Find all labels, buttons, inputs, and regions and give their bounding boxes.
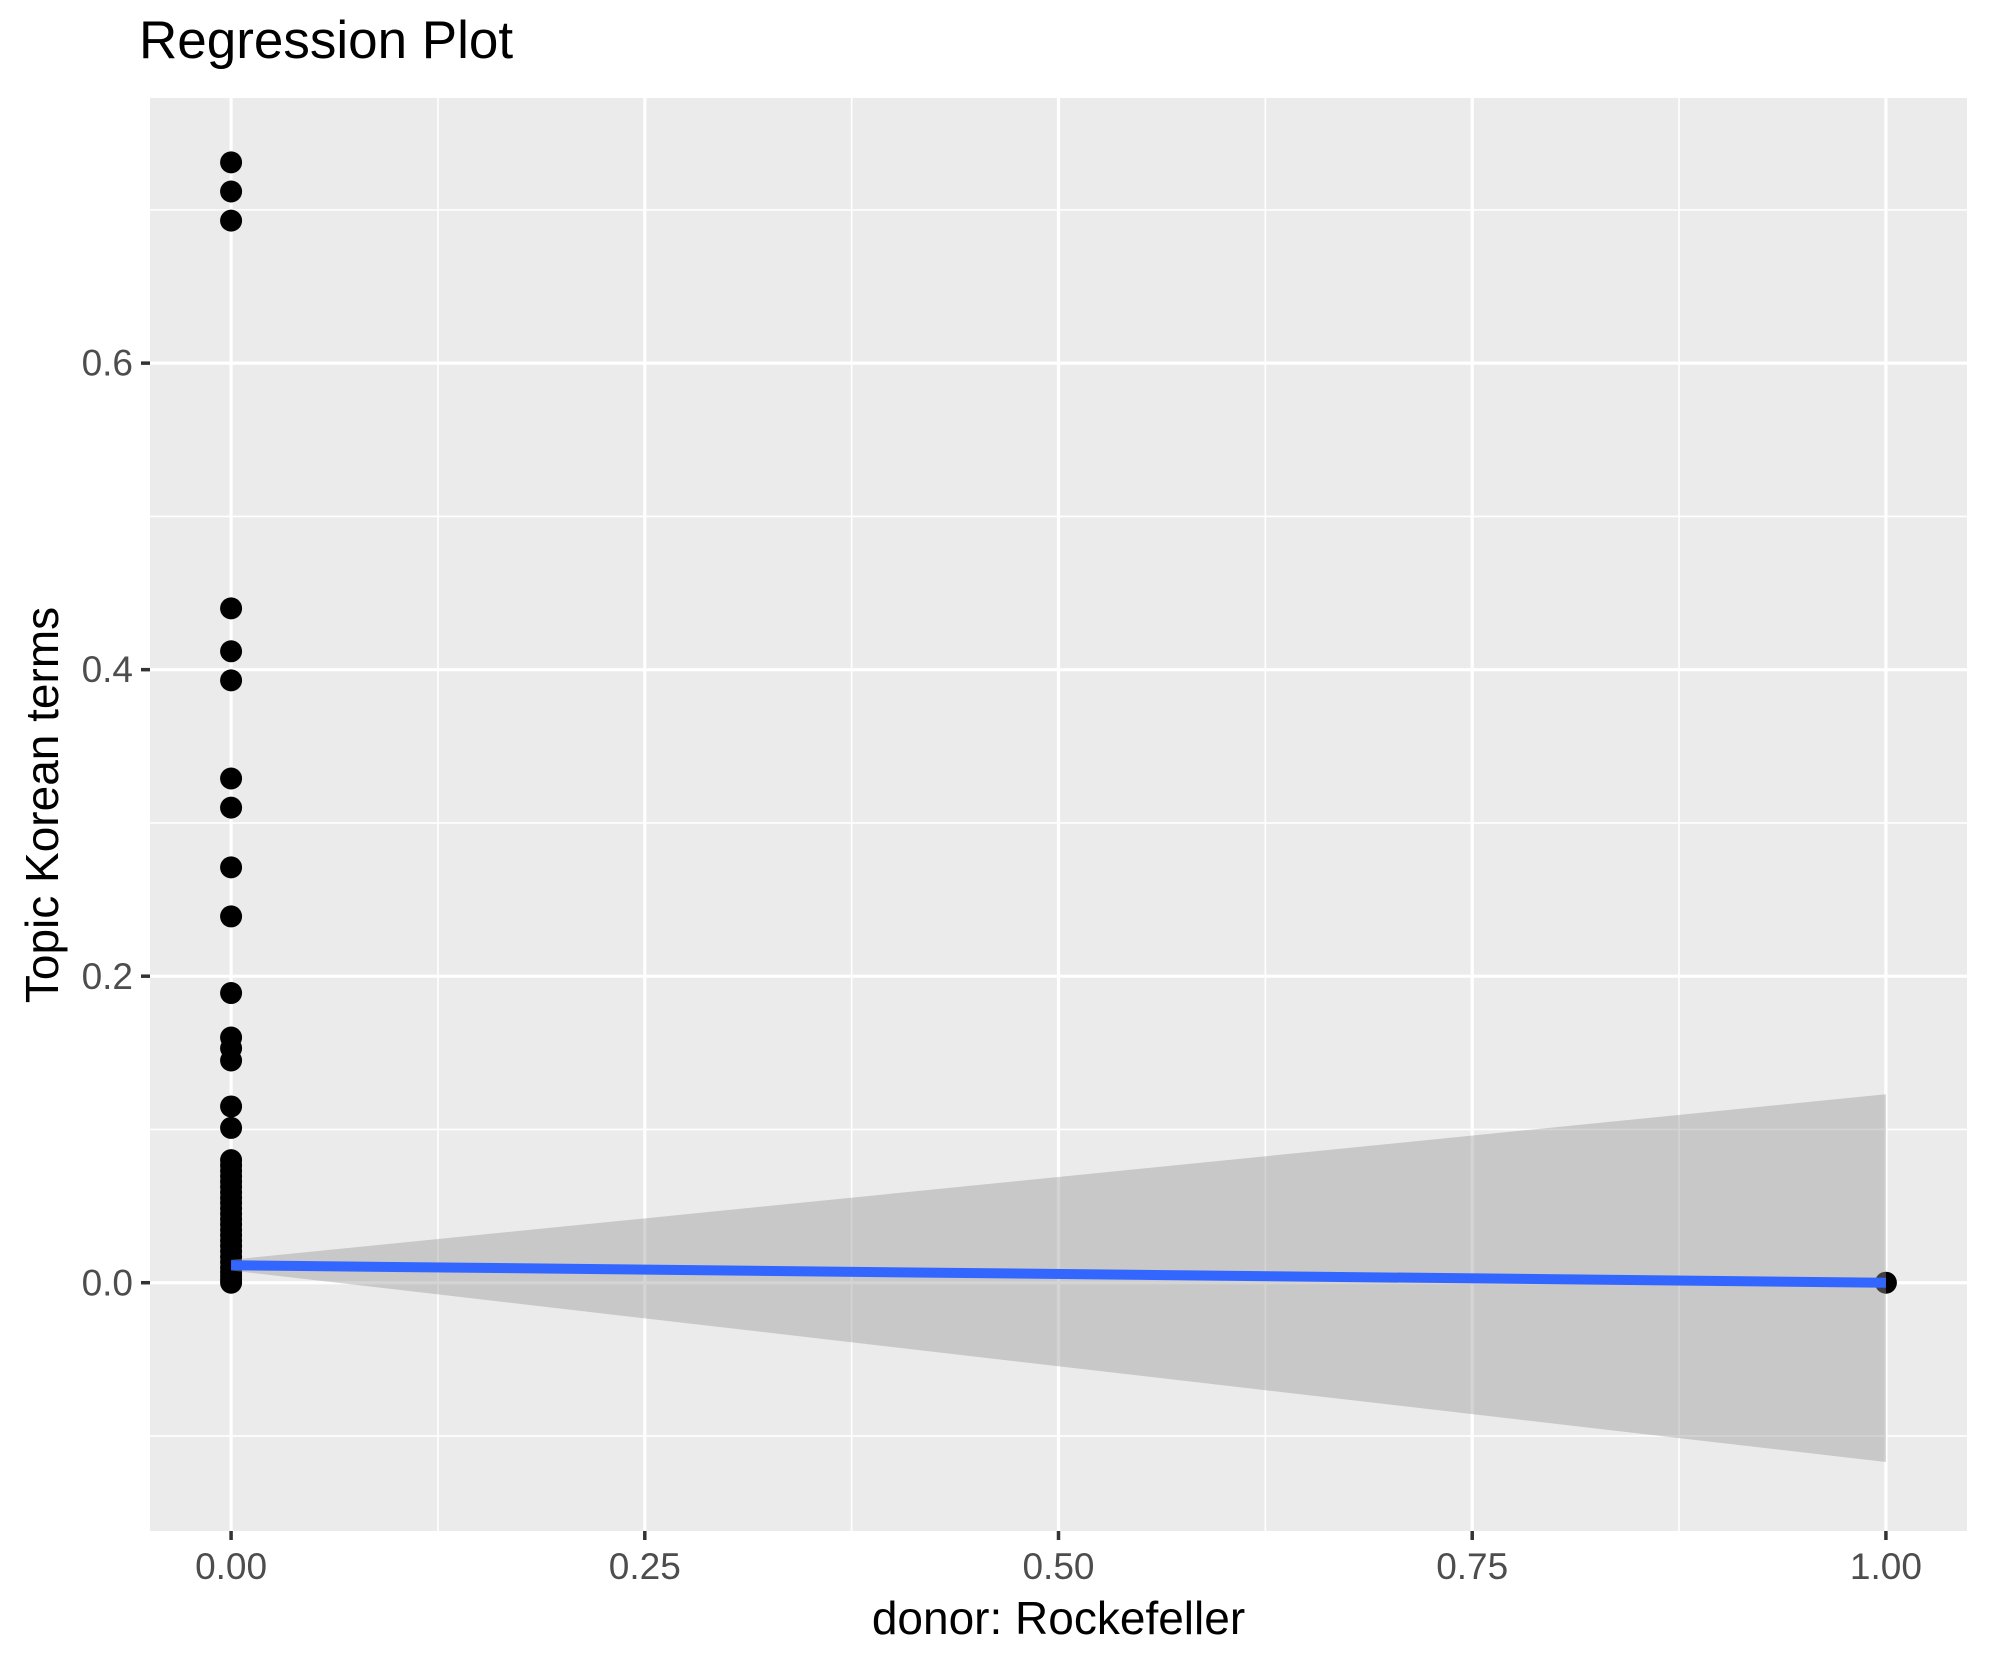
data-point	[220, 905, 243, 928]
x-tick-label: 0.75	[1436, 1546, 1508, 1587]
data-point	[220, 856, 243, 879]
data-point	[220, 1095, 243, 1118]
x-tick-label: 1.00	[1850, 1546, 1922, 1587]
data-point	[220, 767, 243, 790]
plot-title: Regression Plot	[139, 11, 514, 70]
x-tick-label: 0.50	[1022, 1546, 1094, 1587]
y-axis-title: Topic Korean terms	[16, 606, 68, 1004]
data-point	[220, 1049, 243, 1072]
y-tick-label: 0.4	[82, 649, 133, 690]
data-point	[220, 982, 243, 1005]
data-point	[220, 180, 243, 203]
data-point	[220, 1271, 243, 1294]
data-point	[220, 597, 243, 620]
regression-line	[231, 1260, 1886, 1288]
x-tick-label: 0.25	[609, 1546, 681, 1587]
y-tick-label: 0.0	[82, 1262, 133, 1303]
y-tick-label: 0.6	[82, 343, 133, 384]
data-point	[220, 796, 243, 819]
data-point	[220, 1116, 243, 1139]
data-point	[220, 640, 243, 663]
x-axis-title: donor: Rockefeller	[871, 1592, 1246, 1644]
y-tick-label: 0.2	[82, 956, 133, 997]
x-tick-label: 0.00	[195, 1546, 267, 1587]
data-point	[220, 669, 243, 692]
data-point	[220, 209, 243, 232]
data-point	[220, 151, 243, 174]
